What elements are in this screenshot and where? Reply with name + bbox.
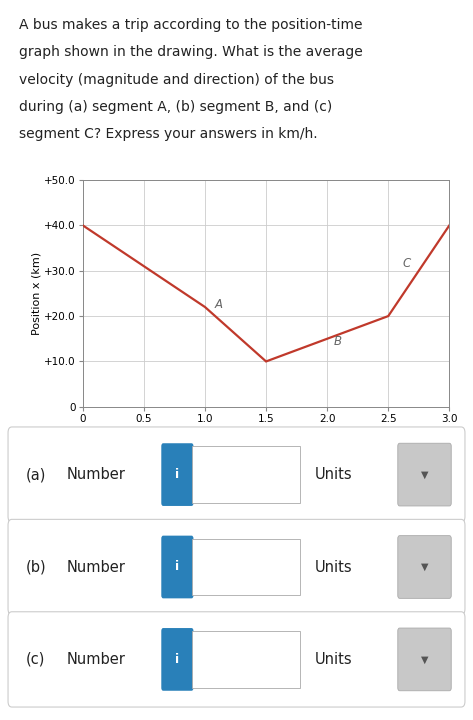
Text: segment C? Express your answers in km/h.: segment C? Express your answers in km/h. [19, 127, 317, 141]
Text: i: i [175, 560, 179, 574]
Text: Units: Units [315, 467, 352, 482]
Text: Number: Number [66, 559, 125, 575]
Text: Units: Units [315, 559, 352, 575]
Text: A: A [215, 298, 223, 311]
Text: during (a) segment A, (b) segment B, and (c): during (a) segment A, (b) segment B, and… [19, 100, 332, 114]
Text: (b): (b) [26, 559, 47, 575]
Text: A bus makes a trip according to the position-time: A bus makes a trip according to the posi… [19, 18, 362, 32]
Text: C: C [403, 258, 411, 271]
Text: Number: Number [66, 652, 125, 667]
Text: Number: Number [66, 467, 125, 482]
Text: i: i [175, 468, 179, 481]
Text: velocity (magnitude and direction) of the bus: velocity (magnitude and direction) of th… [19, 73, 334, 86]
Text: (a): (a) [26, 467, 46, 482]
Text: i: i [175, 653, 179, 666]
Y-axis label: Position x (km): Position x (km) [31, 252, 42, 335]
Text: (c): (c) [26, 652, 45, 667]
Text: B: B [333, 335, 341, 348]
Text: graph shown in the drawing. What is the average: graph shown in the drawing. What is the … [19, 45, 363, 59]
Text: ▼: ▼ [421, 469, 428, 480]
Text: Units: Units [315, 652, 352, 667]
Text: ▼: ▼ [421, 654, 428, 665]
X-axis label: Time ι (h): Time ι (h) [237, 428, 295, 441]
Text: ▼: ▼ [421, 562, 428, 572]
